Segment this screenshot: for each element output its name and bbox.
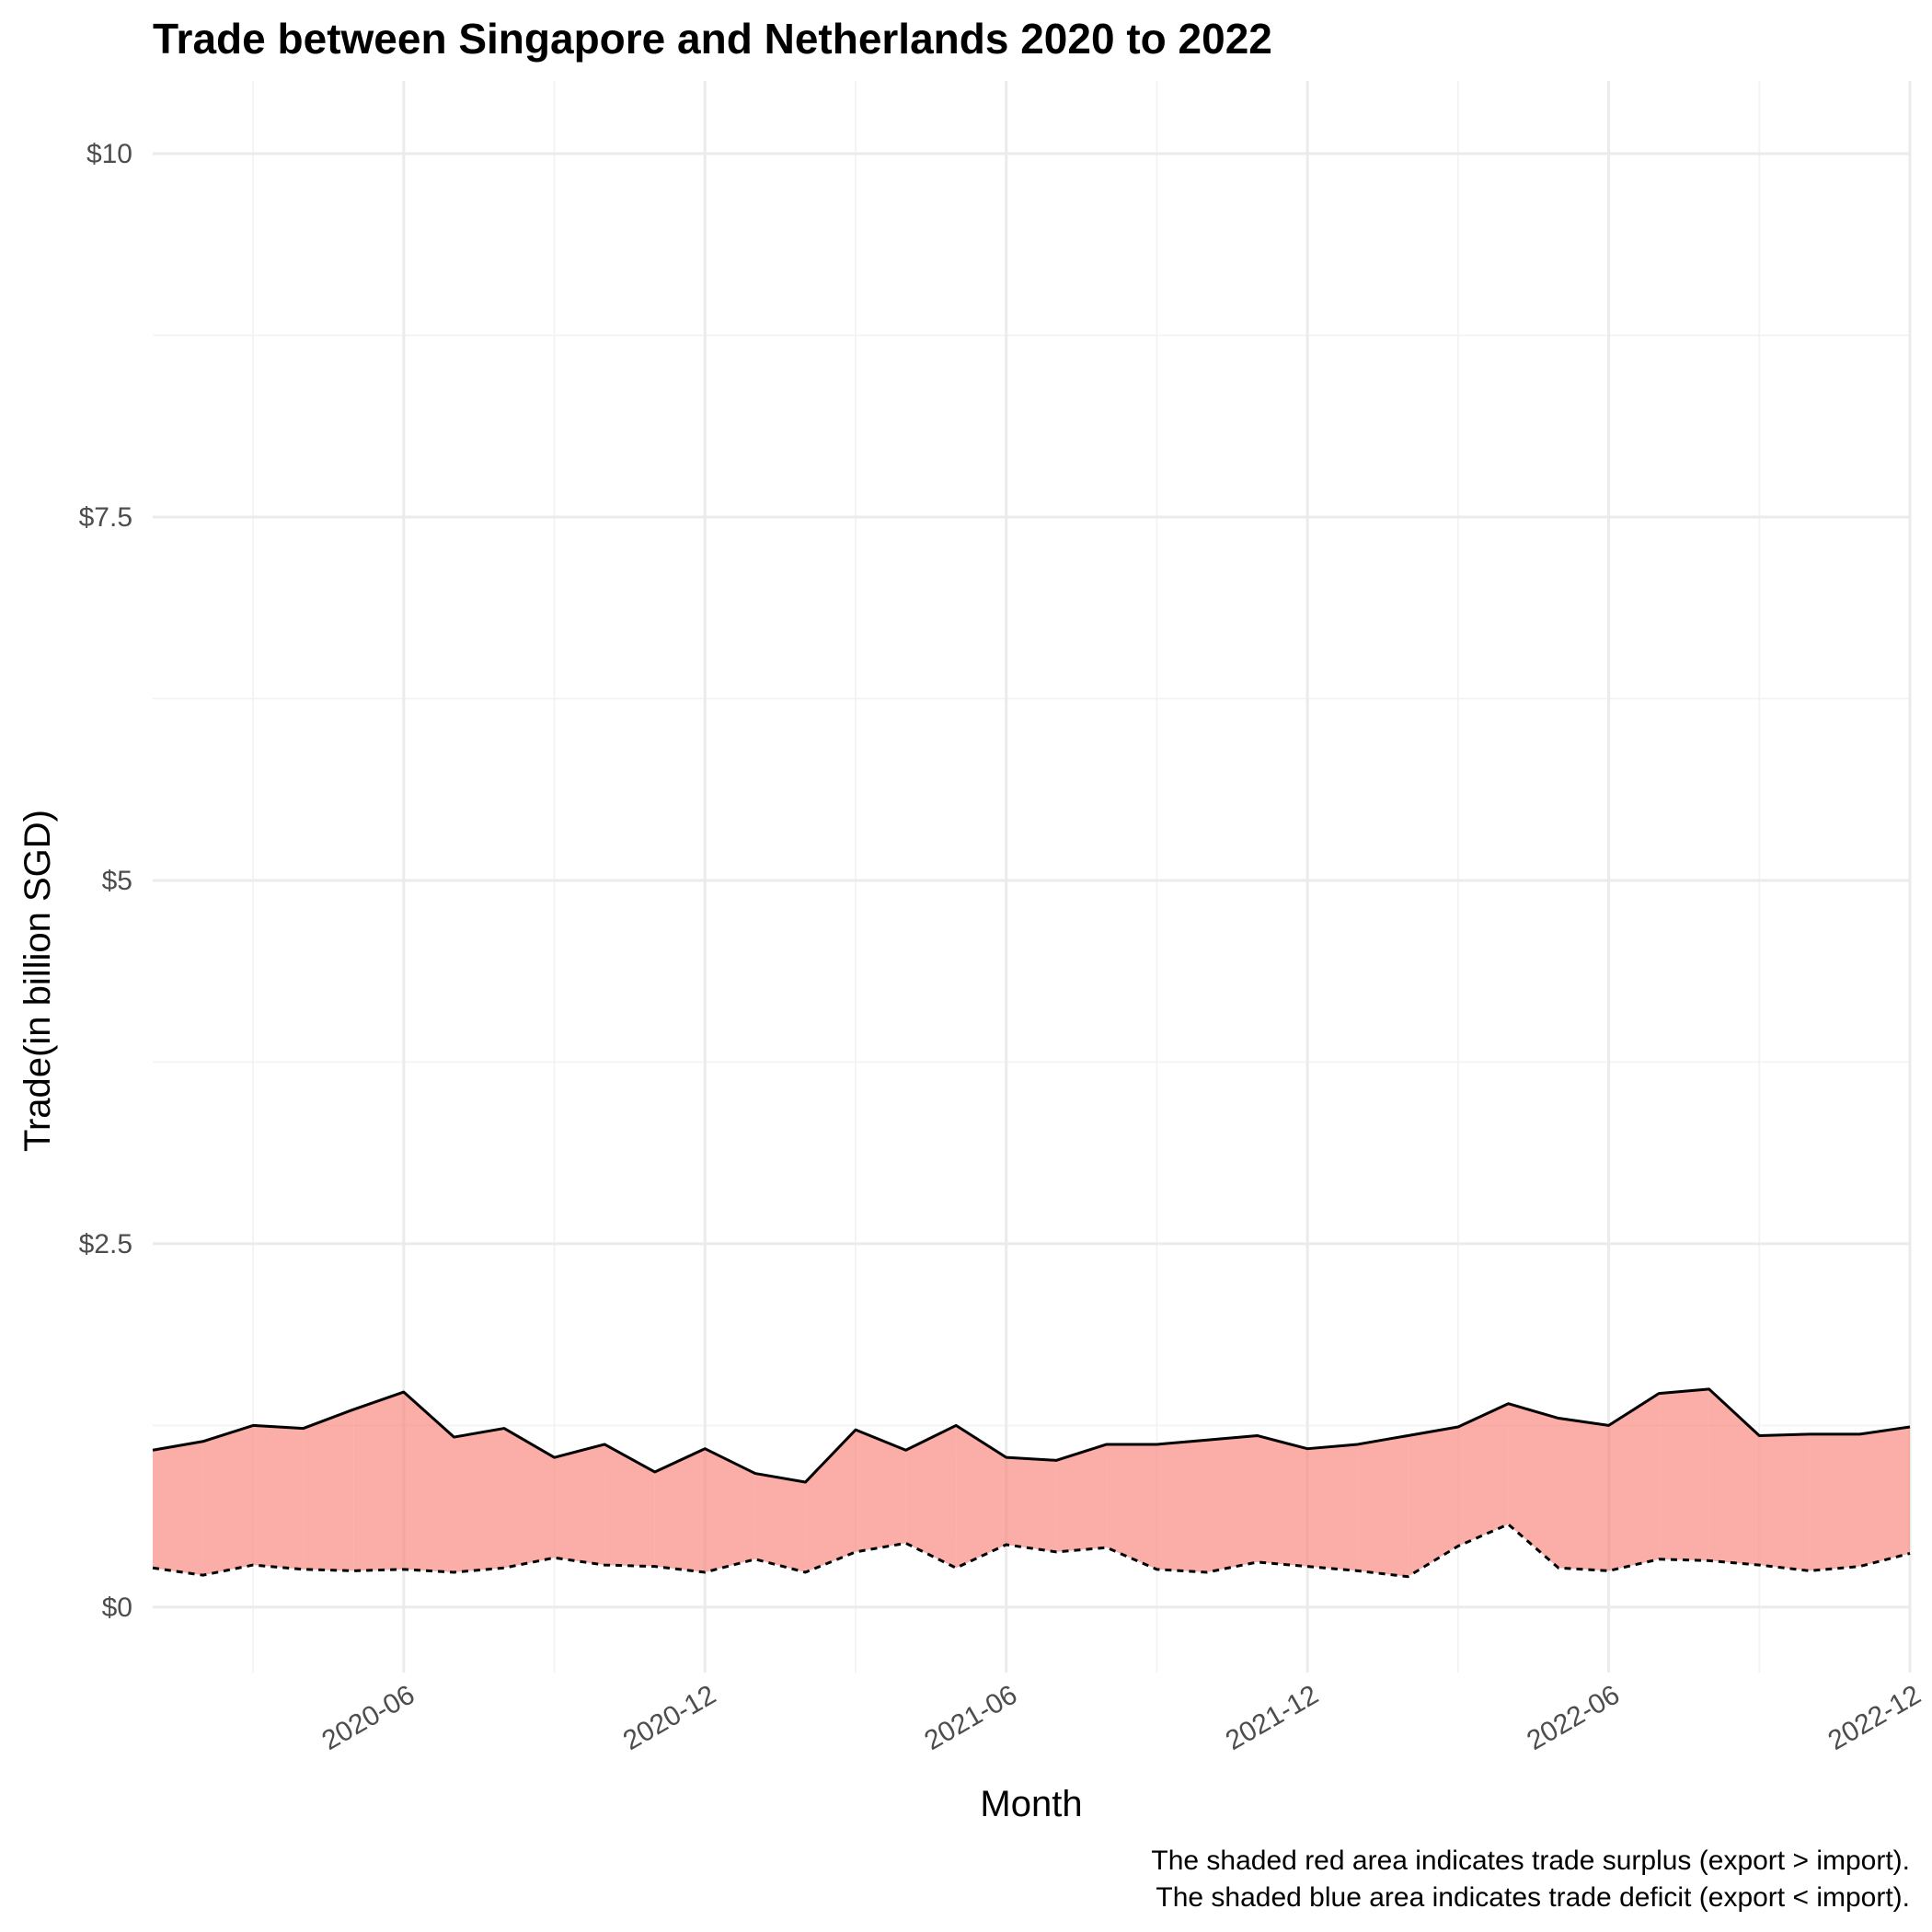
shaded-segment [403, 1392, 454, 1572]
shaded-segment [1708, 1388, 1760, 1566]
series-lines [152, 1387, 1911, 1579]
shaded-segment [1608, 1393, 1660, 1571]
x-tick-label: 2022-06 [1522, 1679, 1625, 1756]
shaded-segment [1357, 1435, 1409, 1577]
shaded-segment [303, 1409, 354, 1571]
shaded-segment [454, 1428, 504, 1572]
x-axis-title: Month [980, 1784, 1082, 1824]
shaded-segment [805, 1430, 856, 1572]
x-axis-ticks: 2020-06 2020-12 2021-06 2021-12 2022-06 2022-… [316, 1679, 1926, 1756]
shaded-segment [504, 1428, 555, 1569]
dashed-series-line [152, 1523, 1911, 1579]
shaded-segment [956, 1425, 1006, 1569]
x-tick-label: 2022-12 [1823, 1679, 1926, 1756]
y-tick-label: $7.5 [79, 502, 132, 533]
shaded-segment [1257, 1435, 1308, 1567]
area-layer [153, 1388, 1910, 1577]
shaded-segment [1156, 1440, 1207, 1572]
shaded-segment [856, 1430, 906, 1552]
shaded-segment [1207, 1435, 1258, 1572]
shaded-segment [202, 1425, 254, 1576]
solid-series-line [152, 1387, 1911, 1484]
shaded-segment [1408, 1427, 1458, 1577]
y-tick-label: $2.5 [79, 1229, 132, 1259]
shaded-segment [1759, 1433, 1810, 1571]
x-tick-label: 2021-06 [919, 1679, 1022, 1756]
y-tick-label: $5 [102, 866, 132, 896]
grid [153, 81, 1912, 1673]
chart-title: Trade between Singapore and Netherlands … [153, 15, 1272, 63]
shaded-segment [604, 1443, 655, 1567]
shaded-segment [1558, 1418, 1609, 1571]
x-tick-label: 2020-12 [618, 1679, 721, 1756]
shaded-segment [1859, 1427, 1910, 1567]
shaded-segment [705, 1448, 755, 1572]
shaded-segment [1508, 1403, 1558, 1569]
y-axis-ticks: $0 $2.5 $5 $7.5 $10 [79, 139, 132, 1623]
shaded-segment [905, 1425, 957, 1569]
shaded-segment [1307, 1443, 1358, 1571]
shaded-segment [1056, 1443, 1107, 1552]
shaded-segment [754, 1473, 806, 1572]
shaded-segment [1457, 1403, 1509, 1547]
y-tick-label: $10 [86, 139, 132, 169]
shaded-segment [253, 1425, 304, 1570]
caption-deficit: The shaded blue area indicates trade def… [1156, 1882, 1910, 1913]
x-tick-label: 2021-12 [1221, 1679, 1324, 1756]
y-axis-title: Trade(in billion SGD) [17, 810, 58, 1152]
shaded-segment [654, 1448, 706, 1572]
x-tick-label: 2020-06 [316, 1679, 420, 1756]
shaded-segment [353, 1392, 404, 1571]
shaded-segment [1809, 1433, 1860, 1571]
shaded-segment [1006, 1457, 1057, 1552]
shaded-segment [554, 1443, 605, 1566]
shaded-segment [1659, 1388, 1709, 1561]
shaded-segment [1106, 1443, 1157, 1570]
shaded-segment [153, 1441, 203, 1576]
caption-surplus: The shaded red area indicates trade surp… [1151, 1846, 1910, 1876]
y-tick-label: $0 [102, 1593, 132, 1623]
